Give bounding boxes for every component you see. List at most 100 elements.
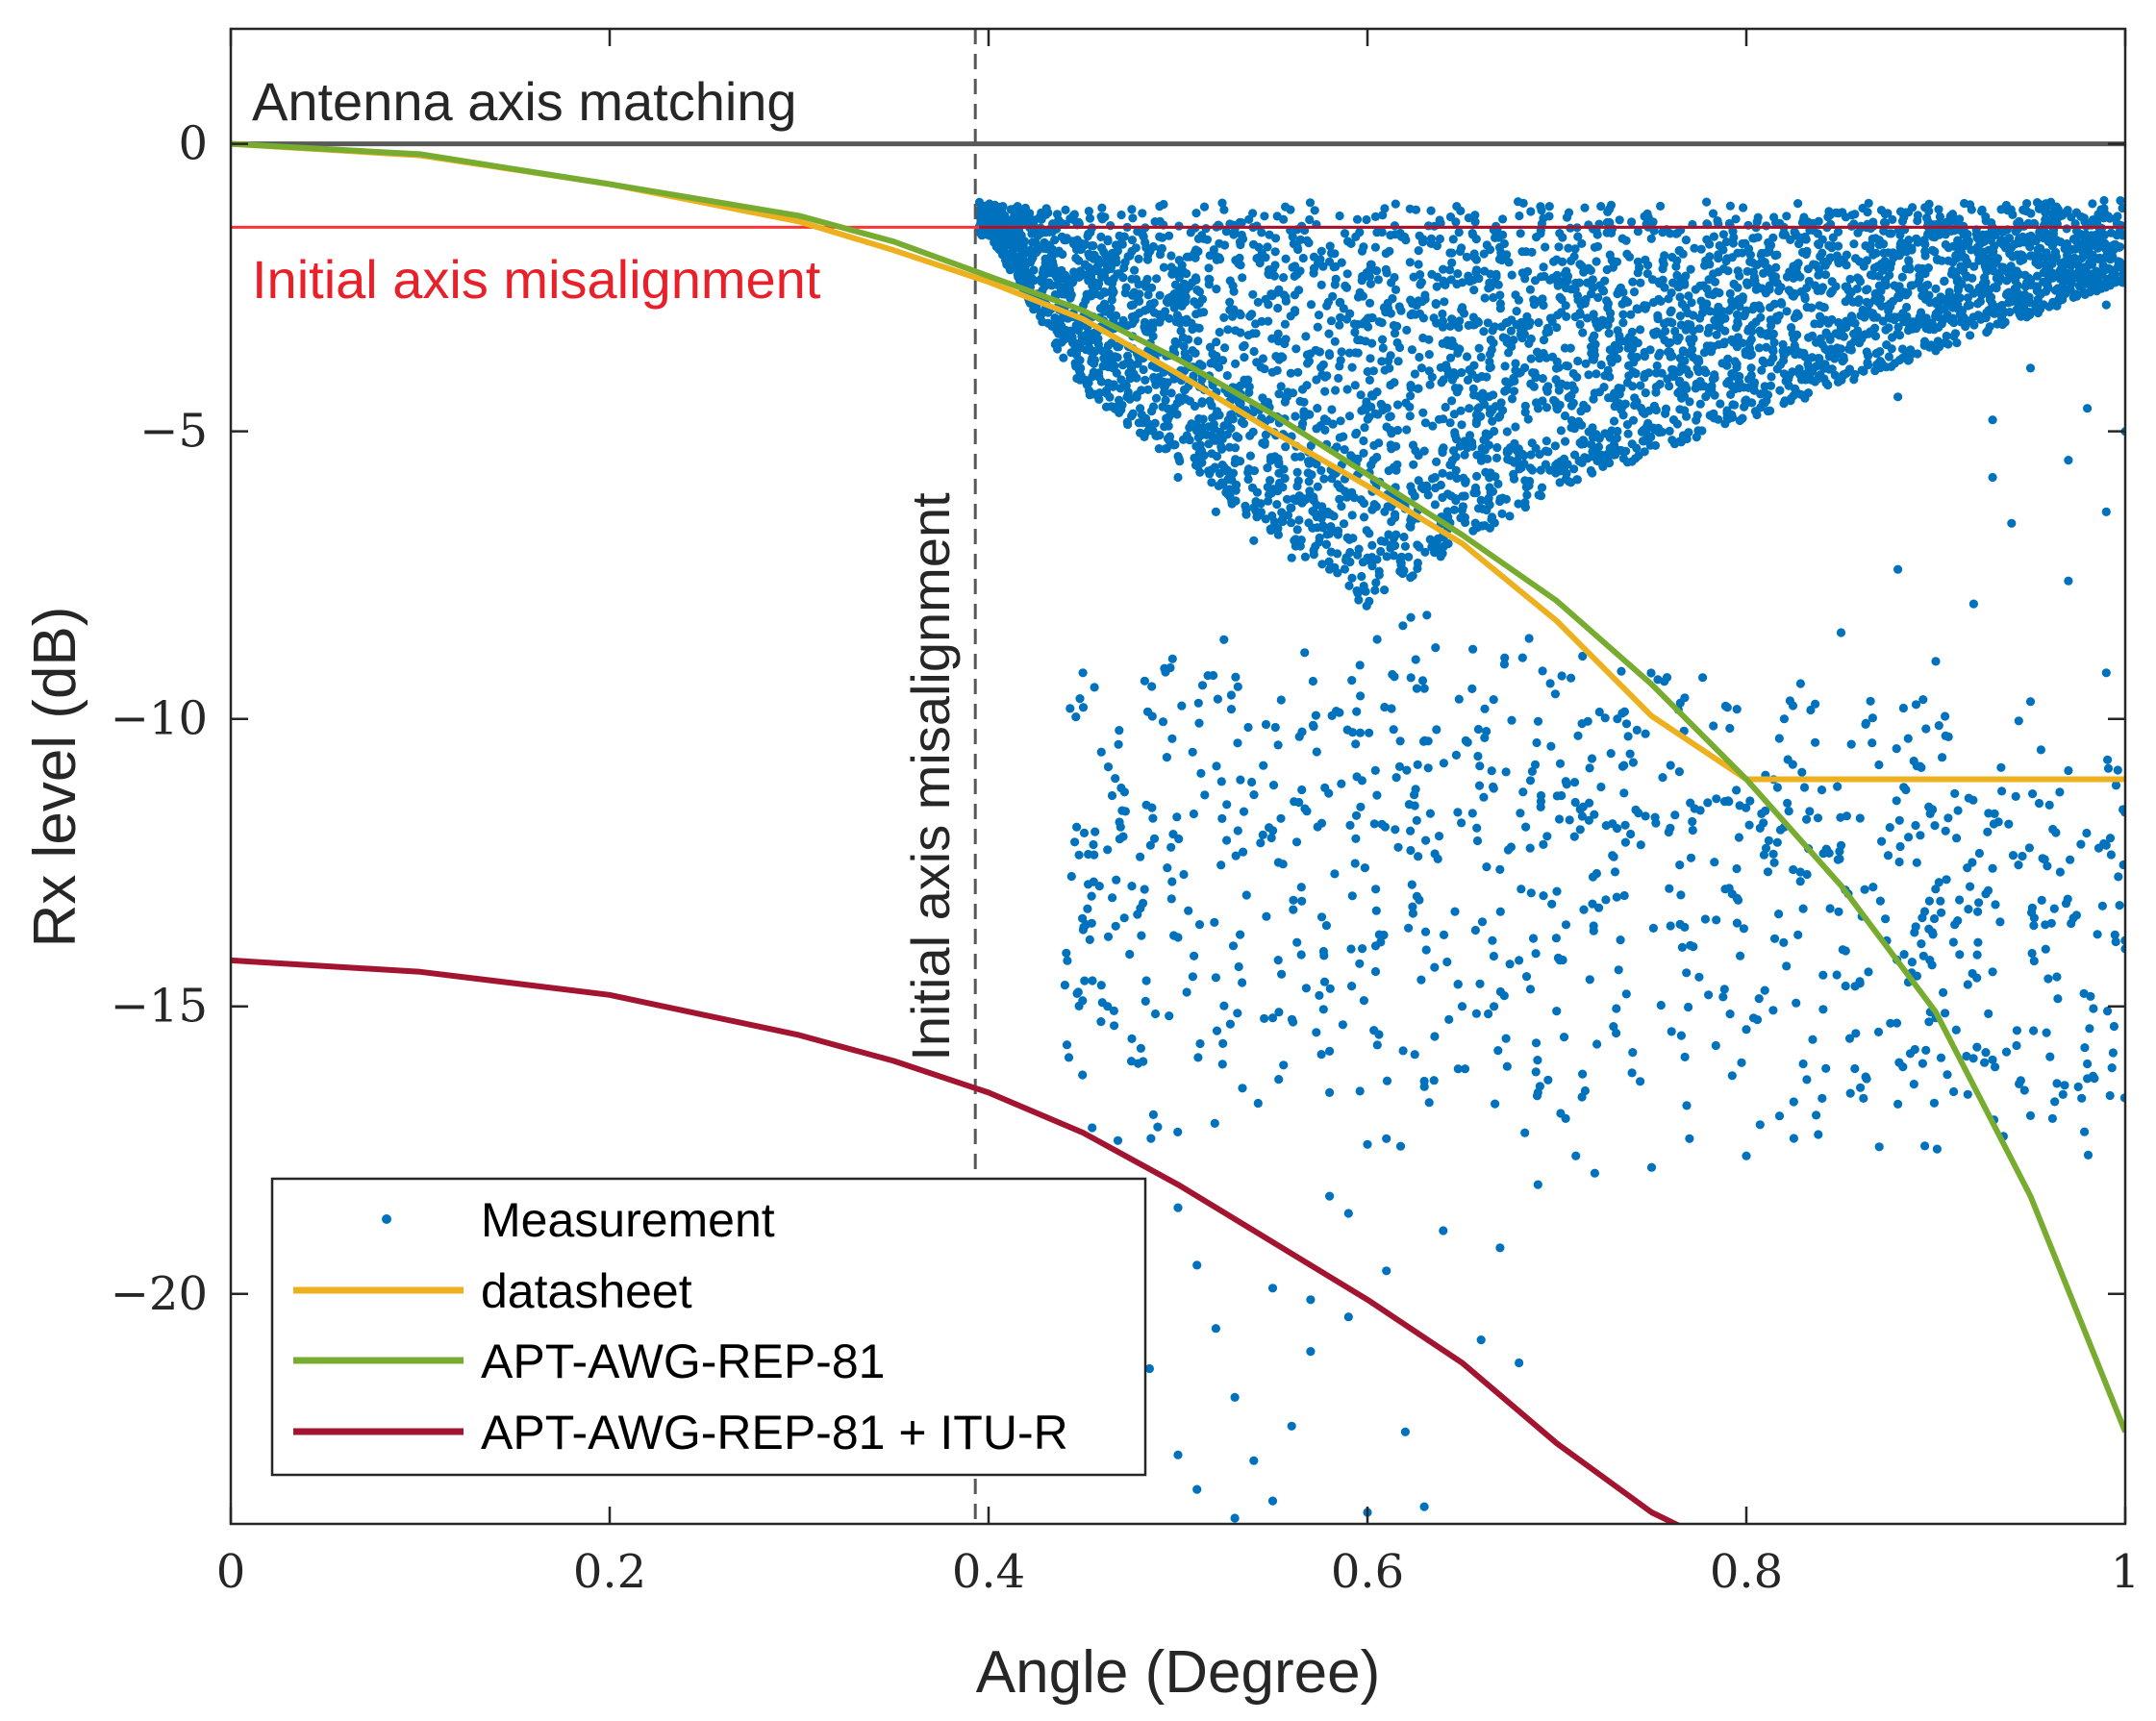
measurement-point [1544,202,1554,212]
measurement-point [1589,310,1598,319]
measurement-point [1520,1128,1530,1137]
measurement-point [1390,672,1399,682]
measurement-point [1206,359,1216,368]
measurement-point [1184,906,1193,915]
measurement-point [1627,351,1637,361]
measurement-point [2101,244,2111,254]
measurement-point [1333,526,1343,536]
measurement-point [1665,426,1674,436]
measurement-point [1656,201,1666,211]
measurement-point [1675,860,1685,870]
measurement-point [1711,1040,1720,1051]
measurement-point [1279,273,1289,283]
measurement-point [1440,297,1449,307]
measurement-point [1194,323,1204,333]
measurement-point [1426,206,1436,215]
measurement-point [1400,232,1410,242]
measurement-point [1552,270,1562,280]
measurement-point [1445,460,1455,470]
measurement-point [1297,385,1308,394]
measurement-point [1814,1130,1823,1139]
measurement-point [1148,813,1158,823]
measurement-point [2034,798,2044,809]
measurement-point [1203,671,1213,681]
measurement-point [1531,1038,1542,1048]
measurement-point [1291,535,1300,544]
measurement-point [1767,372,1776,382]
measurement-point [2057,271,2067,282]
measurement-point [1359,242,1368,252]
measurement-point [1312,375,1321,385]
measurement-point [1427,372,1437,382]
measurement-point [1402,765,1412,775]
measurement-point [1315,347,1325,357]
measurement-point [1213,407,1222,416]
measurement-point [1268,781,1279,790]
measurement-point [1380,702,1390,712]
measurement-point [1312,424,1321,434]
measurement-point [1515,464,1524,474]
measurement-point [1431,483,1441,493]
measurement-point [1289,895,1298,905]
measurement-point [1407,345,1416,355]
measurement-point [1526,334,1536,344]
measurement-point [1301,984,1311,993]
measurement-point [1127,236,1137,245]
measurement-point [1489,782,1498,792]
measurement-point [1488,416,1497,426]
measurement-point [1137,386,1146,395]
measurement-point [1437,378,1446,387]
measurement-point [1371,266,1382,276]
measurement-point [1175,457,1185,466]
measurement-point [1127,205,1137,214]
measurement-point [1873,1027,1884,1036]
measurement-point [1410,1050,1419,1060]
measurement-point [2111,936,2120,947]
measurement-point [1248,289,1258,299]
measurement-point [1709,232,1718,241]
measurement-point [1864,198,1873,208]
measurement-point [1930,233,1940,242]
measurement-point [2104,263,2114,273]
measurement-point [1473,751,1483,761]
measurement-point [1821,328,1831,337]
measurement-point [1096,232,1106,241]
measurement-point [1767,345,1777,355]
measurement-point [1344,581,1354,590]
measurement-point [1505,339,1515,350]
measurement-point [1905,322,1915,332]
measurement-point [1913,316,1922,326]
measurement-point [1888,296,1898,306]
measurement-point [2037,895,2046,906]
measurement-point [1237,230,1246,240]
measurement-point [1382,403,1391,412]
measurement-point [1472,836,1483,846]
measurement-point [1340,445,1349,455]
measurement-point [1577,238,1587,248]
measurement-point [1199,451,1209,461]
measurement-point [1585,798,1594,808]
measurement-point [1648,923,1658,934]
measurement-point [1670,326,1680,337]
measurement-point [1708,209,1718,218]
measurement-point [1887,362,1896,371]
measurement-point [1416,280,1425,289]
measurement-point [1165,313,1174,323]
measurement-point [1718,230,1728,239]
measurement-point [1774,910,1784,919]
measurement-point [1937,908,1946,917]
measurement-point [1357,571,1366,582]
measurement-point [1504,348,1514,358]
measurement-point [1419,446,1429,456]
measurement-point [1966,882,1975,891]
measurement-point [1392,460,1402,469]
measurement-point [1182,431,1191,440]
measurement-point [1365,298,1375,308]
measurement-point [1453,980,1463,989]
measurement-point [1312,1028,1321,1037]
measurement-point [1102,356,1112,365]
measurement-point [1482,727,1492,736]
measurement-point [1233,826,1242,836]
measurement-point [1195,440,1205,450]
measurement-point [1948,313,1958,323]
